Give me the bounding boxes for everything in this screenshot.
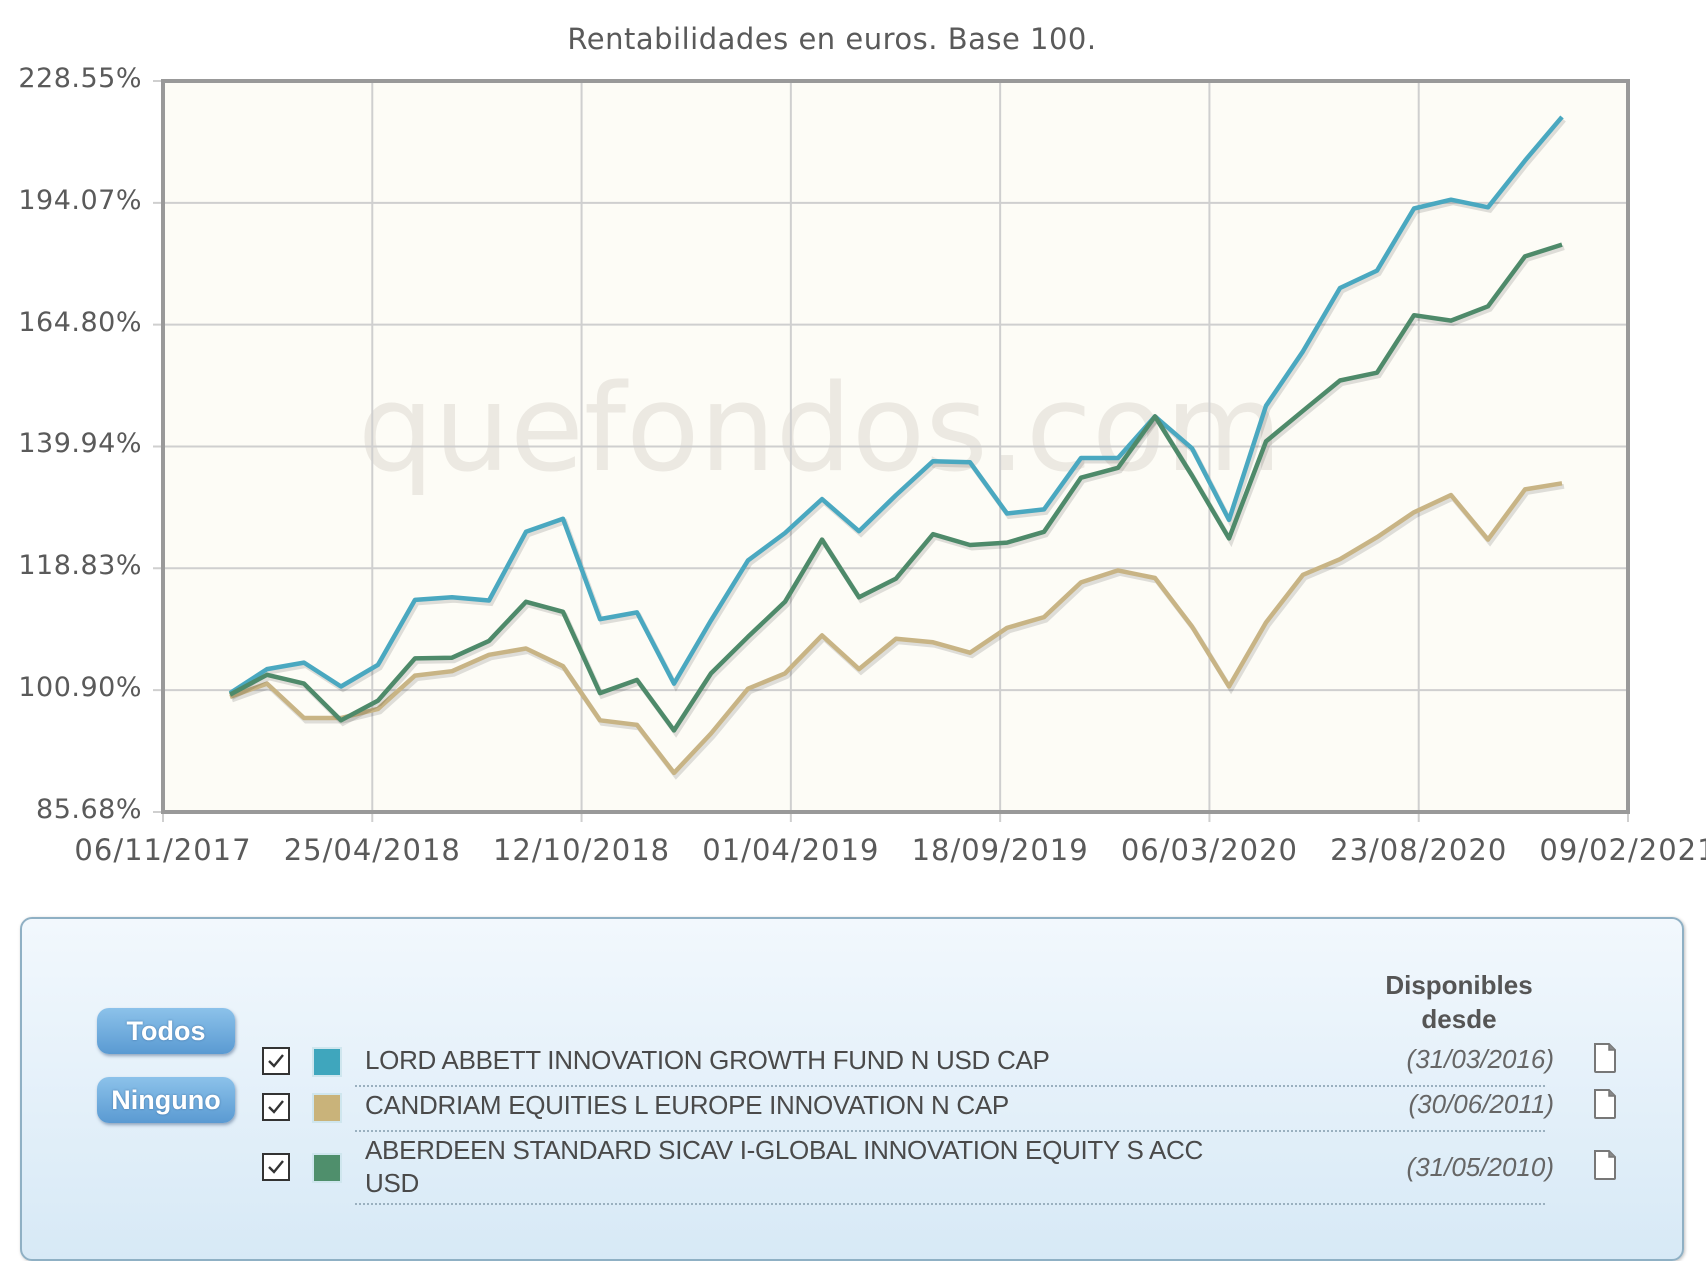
fund-name: CANDRIAM EQUITIES L EUROPE INNOVATION N … [365, 1090, 1009, 1120]
checkmark-icon [268, 1100, 284, 1114]
line-chart: quefondos.com [153, 79, 1630, 822]
checkmark-icon [268, 1054, 284, 1068]
y-tick-label: 164.80% [18, 306, 142, 338]
series-line [229, 481, 1563, 776]
series-lines [228, 115, 1566, 780]
y-tick-label: 118.83% [18, 550, 142, 582]
select-none-button[interactable]: Ninguno [97, 1077, 235, 1123]
y-tick-label: 85.68% [36, 794, 142, 825]
y-tick-label: 100.90% [18, 672, 142, 704]
series-line [228, 242, 1563, 733]
checkbox-lord-abbett[interactable] [262, 1047, 290, 1075]
fund-name: LORD ABBETT INNOVATION GROWTH FUND N USD… [365, 1045, 1050, 1075]
y-tick-label: 228.55% [18, 63, 142, 94]
select-all-button[interactable]: Todos [97, 1008, 235, 1054]
chart-title: Rentabilidades en euros. Base 100. [567, 22, 1097, 56]
x-tick-label: 06/03/2020 [1120, 833, 1298, 867]
header-line-1: Disponibles [1385, 970, 1533, 1000]
fund-since-date: (31/05/2010) [1406, 1152, 1554, 1182]
checkbox-candriam[interactable] [262, 1093, 290, 1121]
document-icon[interactable] [1592, 1042, 1618, 1074]
x-tick-label: 09/02/2021 [1539, 833, 1706, 867]
available-since-header: Disponibles desde [1346, 968, 1572, 1036]
fund-name: ABERDEEN STANDARD SICAV I-GLOBAL INNOVAT… [365, 1134, 1203, 1200]
fund-since-date: (30/06/2011) [1408, 1089, 1554, 1119]
color-swatch-green [312, 1153, 342, 1183]
fund-since-date: (31/03/2016) [1406, 1044, 1554, 1074]
checkbox-aberdeen[interactable] [262, 1153, 290, 1181]
watermark: quefondos.com [358, 360, 1282, 499]
header-line-2: desde [1421, 1004, 1497, 1034]
color-swatch-tan [312, 1093, 342, 1123]
x-tick-label: 12/10/2018 [492, 833, 671, 867]
x-tick-label: 01/04/2019 [702, 833, 880, 867]
gridlines [153, 80, 1629, 822]
x-tick-label: 25/04/2018 [283, 833, 461, 867]
y-tick-label: 139.94% [18, 428, 142, 460]
fund-name-line-1: ABERDEEN STANDARD SICAV I-GLOBAL INNOVAT… [365, 1135, 1204, 1165]
fund-name-line-2: USD [365, 1168, 419, 1198]
row-divider [355, 1085, 1545, 1087]
x-tick-label: 18/09/2019 [911, 833, 1089, 867]
series-line [228, 115, 1564, 695]
x-tick-label: 23/08/2020 [1330, 833, 1508, 867]
x-tick-label: 06/11/2017 [74, 833, 252, 867]
plot-frame [161, 79, 1630, 814]
color-swatch-teal [312, 1047, 342, 1077]
y-tick-label: 194.07% [18, 184, 142, 216]
row-divider [355, 1203, 1545, 1205]
document-icon[interactable] [1592, 1149, 1618, 1181]
checkmark-icon [268, 1160, 284, 1174]
document-icon[interactable] [1592, 1088, 1618, 1120]
row-divider [355, 1130, 1545, 1132]
